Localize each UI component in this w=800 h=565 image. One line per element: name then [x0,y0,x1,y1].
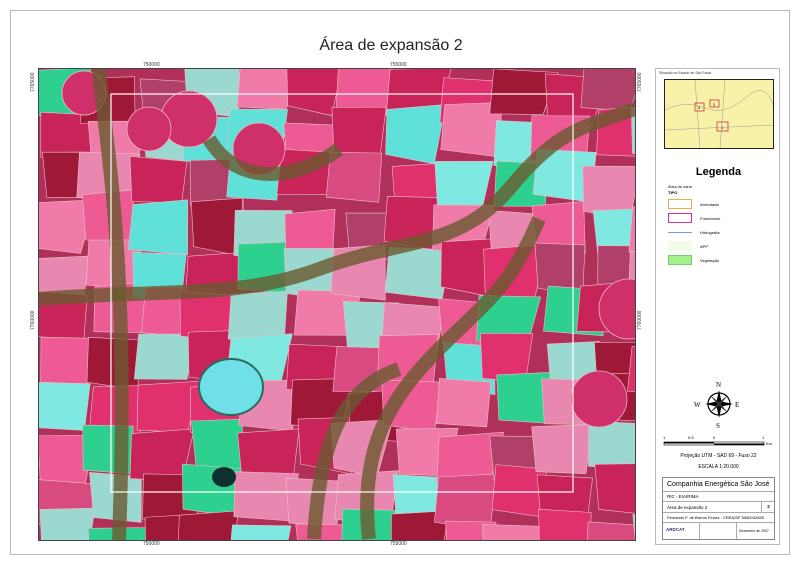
field-parcel [390,510,449,540]
lake [198,358,264,416]
satellite-map[interactable] [38,68,636,541]
field-parcel [286,69,343,116]
sheet-title: Área de expansão 2 [667,505,708,510]
legend-tipo: TIPO [668,190,678,195]
field-parcel [436,378,492,428]
svg-text:1: 1 [762,435,765,440]
field-parcel [325,151,383,203]
sheet-number: 2 [761,501,775,512]
field-parcel [39,507,96,540]
field-parcel [531,424,594,474]
field-parcel [538,508,592,540]
legend-item-arrendada: Arrendada [668,199,778,211]
field-parcel [39,382,91,431]
pond [212,467,236,487]
author: Fernando F. de Barros Ferraz - CREA/SP 5… [667,515,764,520]
study-name: RIC - EIA/RIMA [667,494,699,499]
location-inset-map: 1 2 3 [664,79,774,149]
field-parcel [630,107,635,155]
north-arrow-compass-icon: N S E W [694,381,739,429]
field-parcel [632,514,635,540]
field-parcel [191,418,244,474]
riparian-vegetation [307,362,402,540]
riparian-vegetation [39,102,635,306]
field-parcel [230,524,292,540]
study-area-boundary [110,93,574,493]
field-parcel [331,106,387,154]
legend-title: Legenda [695,166,742,178]
field-parcel [588,420,635,472]
top-coord: 755000 [390,62,407,68]
company-logo: ARDCAT [666,527,685,532]
svg-text:S: S [716,422,720,429]
blue-line-icon [668,232,692,233]
field-parcel [128,199,189,256]
svg-text:0.5: 0.5 [688,435,694,440]
field-parcel [489,69,559,115]
inset-area-1: 1 [721,125,724,130]
right-coord: 7765000 [637,72,643,92]
legend-item-app: APP [668,241,778,253]
field-parcel [482,524,545,540]
center-pivot-field [126,106,172,152]
center-pivot-field [598,278,635,340]
left-coord: 7765000 [30,72,36,92]
light-box-icon [668,241,692,251]
top-coord: 750000 [143,62,160,68]
field-parcel [39,199,97,254]
center-pivot-field [570,370,628,428]
legend-item-hidrografia: Hidrografia [668,227,778,239]
field-parcel [434,160,494,208]
riparian-vegetation [92,69,129,540]
map-sheet: Área de expansão 2 [10,10,790,555]
projection-text: Projeção UTM - SAD 69 - Fuso 22 [680,453,757,459]
bottom-coord: 750000 [143,541,160,547]
legend-item-fornecedor: Fornecedor [668,213,778,225]
inset-area-2: 2 [713,102,716,107]
inset-label: Situação no Estado de São Paulo [659,71,712,75]
inset-regions: 1 2 3 [664,79,774,149]
company-name: Companhia Energética São José [667,481,770,488]
svg-text:W: W [694,401,701,409]
svg-text:N: N [716,381,721,389]
field-parcel [86,336,139,391]
field-parcel [133,333,196,380]
right-coord: 7760000 [637,310,643,330]
green-box-icon [668,255,692,265]
svg-text:1: 1 [663,435,666,440]
svg-text:E: E [735,401,739,409]
scale-ratio: ESCALA 1:20.000 [698,464,739,470]
left-coord: 7760000 [30,310,36,330]
field-parcel [592,208,635,258]
date: Dezembro de 2007 [739,529,769,533]
title-block: Companhia Energética São José RIC - EIA/… [662,477,775,540]
inset-area-3: 3 [698,105,701,110]
legend-group: Área de cana [668,184,692,189]
field-parcel [129,156,188,204]
field-parcel [177,510,239,540]
bottom-coord: 755000 [390,541,407,547]
riparian-vegetation [360,216,546,540]
svg-text:0: 0 [713,435,716,440]
orange-outline-box-icon [668,199,692,209]
field-parcel [594,463,635,514]
field-parcel [587,521,635,540]
riparian-vegetation [203,135,344,181]
field-parcel [628,206,635,254]
map-title: Área de expansão 2 [319,37,463,54]
field-parcel [627,345,635,392]
side-panel: 1 2 3 Situação no Estado de São Paulo Le… [655,68,780,545]
svg-text:Km: Km [766,441,773,446]
legend-item-vegetacao: Vegetação [668,255,778,267]
magenta-outline-box-icon [668,213,692,223]
scale-bar: 1 0.5 0 1 Km [663,435,773,446]
center-pivot-field [160,90,218,148]
